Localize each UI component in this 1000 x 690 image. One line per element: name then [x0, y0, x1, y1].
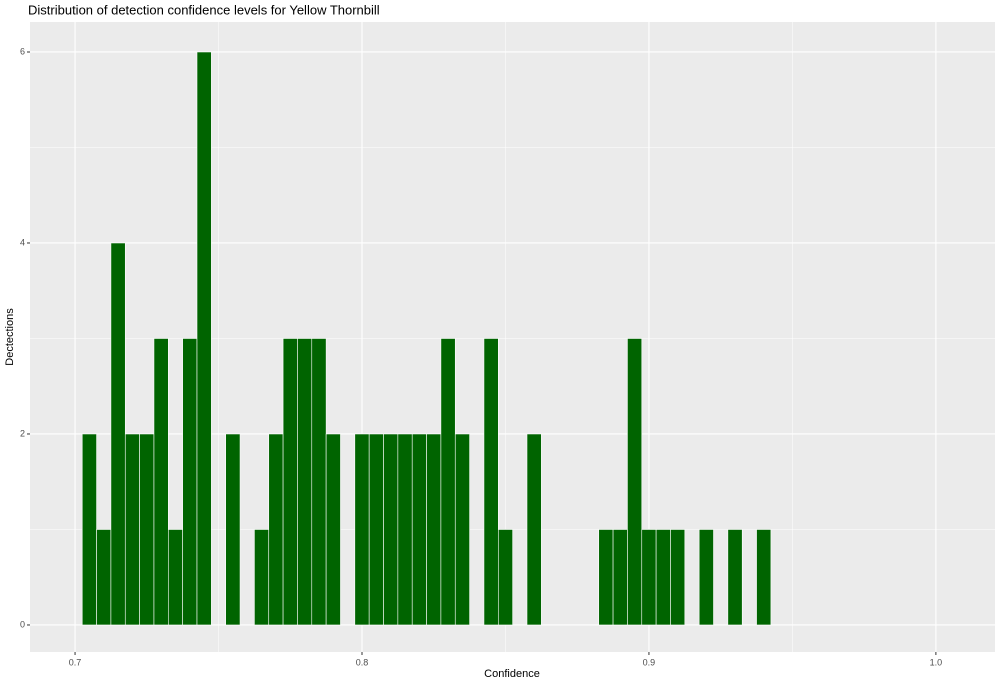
bar — [254, 529, 270, 626]
x-tick-label: 0.7 — [69, 657, 82, 667]
bar — [383, 433, 399, 626]
bar — [655, 529, 671, 626]
x-tick-label: 0.9 — [643, 657, 656, 667]
bar — [368, 433, 384, 626]
bar — [139, 433, 155, 626]
bar — [641, 529, 657, 626]
y-tick-label: 2 — [20, 428, 25, 438]
bar — [354, 433, 370, 626]
bar — [483, 338, 499, 626]
bar — [627, 338, 643, 626]
bar — [96, 529, 112, 626]
bar — [670, 529, 686, 626]
bar — [225, 433, 241, 626]
bar — [297, 338, 313, 626]
bar — [311, 338, 327, 626]
bar — [440, 338, 456, 626]
chart-title: Distribution of detection confidence lev… — [28, 2, 380, 17]
bar — [110, 242, 126, 626]
bar — [526, 433, 542, 626]
bar — [153, 338, 169, 626]
x-tick-label: 0.8 — [356, 657, 369, 667]
bar — [598, 529, 614, 626]
y-axis-title: Dectections — [4, 308, 16, 366]
bar — [612, 529, 628, 626]
bar — [325, 433, 341, 626]
bar — [426, 433, 442, 626]
bar — [124, 433, 140, 626]
bar — [454, 433, 470, 626]
x-tick-label: 1.0 — [930, 657, 943, 667]
y-tick-label: 6 — [20, 46, 25, 56]
bar — [411, 433, 427, 626]
bar — [182, 338, 198, 626]
bar — [282, 338, 298, 626]
bar — [81, 433, 97, 626]
bar — [268, 433, 284, 626]
bar — [727, 529, 743, 626]
bar — [698, 529, 714, 626]
bar — [397, 433, 413, 626]
y-tick-label: 0 — [20, 619, 25, 629]
y-tick-label: 4 — [20, 237, 25, 247]
bar — [196, 51, 212, 626]
bar — [168, 529, 183, 626]
x-axis-title: Confidence — [484, 668, 540, 680]
bar — [497, 529, 513, 626]
bar — [756, 529, 772, 626]
